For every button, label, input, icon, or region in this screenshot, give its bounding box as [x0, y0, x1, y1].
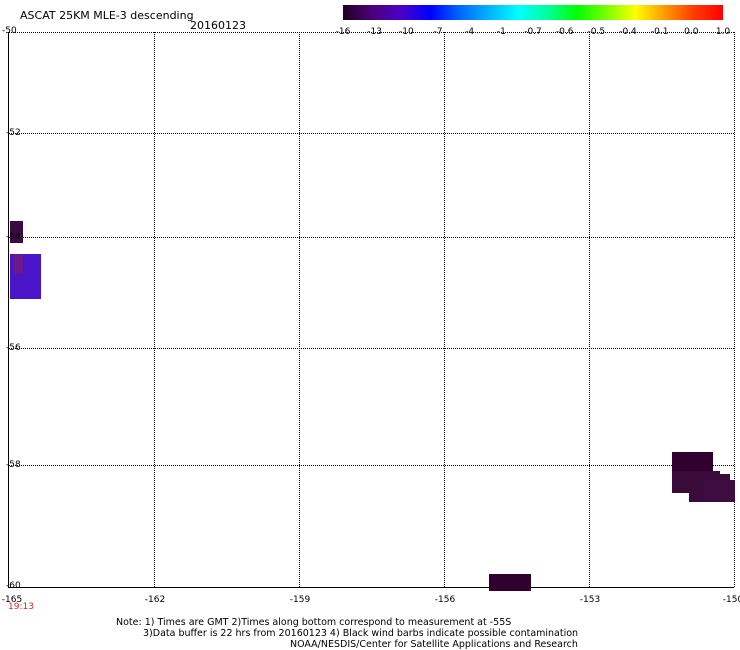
- grid-line-lat: [9, 465, 734, 466]
- time-label: 19:13: [8, 602, 34, 612]
- y-tick-label: -52: [6, 128, 21, 138]
- x-tick-label: -150: [722, 595, 740, 605]
- data-cell: [703, 479, 735, 502]
- grid-line-lon: [299, 32, 300, 587]
- note-line-3: NOAA/NESDIS/Center for Satellite Applica…: [290, 639, 578, 650]
- grid-line-lat: [9, 133, 734, 134]
- data-cell: [489, 574, 531, 591]
- grid-line-lon: [444, 32, 445, 587]
- x-tick-label: -159: [289, 595, 311, 605]
- grid-line-lon: [154, 32, 155, 587]
- grid-line-lon: [734, 32, 735, 587]
- product-date: 20160123: [190, 19, 246, 32]
- y-tick-label: -60: [6, 581, 21, 591]
- grid-line-lon: [589, 32, 590, 587]
- x-tick-label: -165: [1, 595, 23, 605]
- data-cell: [13, 254, 23, 274]
- x-tick-label: -162: [144, 595, 166, 605]
- grid-line-lat: [9, 348, 734, 349]
- y-tick-label: -54: [6, 232, 21, 242]
- colorbar: [343, 5, 723, 20]
- data-cell: [672, 451, 714, 472]
- product-title: ASCAT 25KM MLE-3 descending: [20, 9, 194, 22]
- x-tick-label: -153: [579, 595, 601, 605]
- data-cell: [9, 221, 23, 244]
- note-line-2: 3)Data buffer is 22 hrs from 20160123 4)…: [143, 628, 579, 639]
- note-line-1: Note: 1) Times are GMT 2)Times along bot…: [116, 617, 512, 628]
- x-tick-label: -156: [434, 595, 456, 605]
- y-tick-label: -50: [2, 26, 17, 36]
- grid-line-lat: [9, 237, 734, 238]
- grid-line-lat: [9, 32, 734, 33]
- y-tick-label: -56: [6, 343, 21, 353]
- y-tick-label: -58: [6, 460, 21, 470]
- map-plot-area: [8, 32, 735, 591]
